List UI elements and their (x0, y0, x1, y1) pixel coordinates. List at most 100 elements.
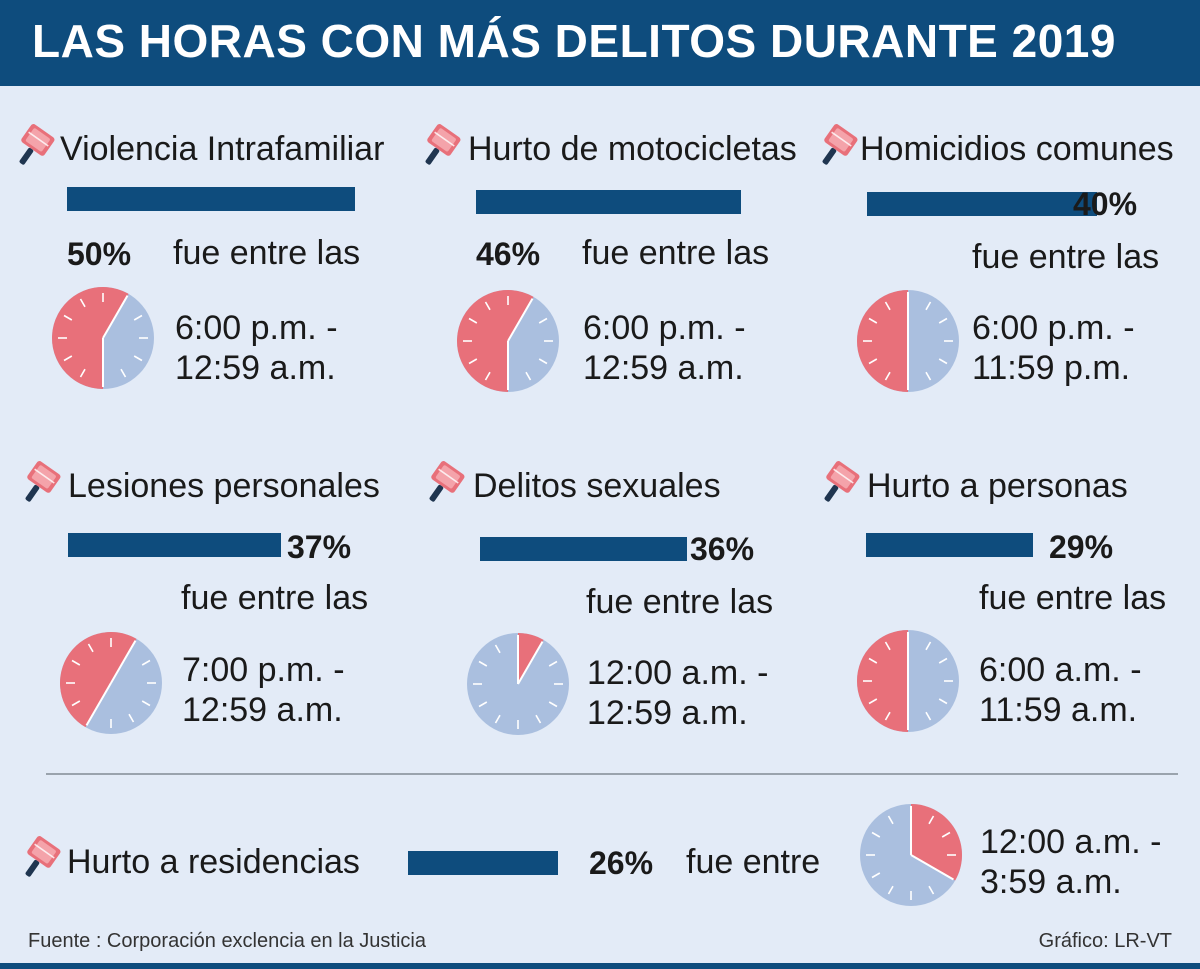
clock-tick (884, 371, 891, 381)
clock-tick (938, 358, 948, 365)
time-start: 6:00 p.m. - (972, 309, 1135, 347)
time-range-sector (52, 287, 129, 389)
clock-tick (868, 317, 878, 324)
between-label: fue entre las (582, 234, 770, 272)
time-start: 12:00 a.m. - (980, 823, 1162, 861)
clock-tick (79, 368, 86, 378)
credit-note: Gráfico: LR-VT (1038, 930, 1172, 952)
percentage-label: 36% (690, 531, 755, 567)
clock-icon (860, 804, 962, 906)
crime-panel-motocicletas: Hurto de motocicletas 46% fue entre las … (400, 110, 797, 440)
clock-tick (87, 643, 94, 653)
clock-tick (925, 301, 932, 311)
time-start: 6:00 a.m. - (979, 651, 1142, 689)
clock-tick (887, 885, 894, 895)
time-end: 11:59 a.m. (979, 691, 1138, 729)
clock-hand-end (507, 298, 534, 342)
clock-tick (133, 355, 143, 362)
crime-label: Hurto a residencias (67, 843, 360, 881)
clock-tick (79, 298, 86, 308)
pin-icon (425, 124, 461, 165)
time-end: 3:59 a.m. (980, 863, 1122, 901)
pin-icon (429, 461, 465, 502)
clock-tick (548, 660, 558, 667)
clock-tick (887, 815, 894, 825)
pin-icon (824, 461, 860, 502)
clock-tick (535, 714, 542, 724)
clock-tick (63, 314, 73, 321)
between-label: fue entre (686, 843, 821, 881)
percentage-label: 37% (287, 529, 352, 565)
pin-icon (822, 124, 858, 165)
clock-tick (925, 711, 932, 721)
clock-icon (857, 630, 959, 732)
clock-hand-end (110, 640, 137, 684)
between-label: fue entre las (586, 583, 774, 621)
clock-tick (133, 314, 143, 321)
clock-tick (938, 698, 948, 705)
percentage-bar (408, 851, 558, 875)
between-label: fue entre las (972, 238, 1160, 276)
crime-label: Lesiones personales (68, 467, 380, 505)
clock-tick (868, 657, 878, 664)
clock-tick (484, 301, 491, 311)
percentage-bar (68, 533, 281, 557)
clock-tick (938, 657, 948, 664)
time-start: 6:00 p.m. - (175, 309, 338, 347)
crime-label: Violencia Intrafamiliar (60, 130, 385, 168)
clock-tick (925, 371, 932, 381)
percentage-bar (476, 190, 741, 214)
percentage-bar (867, 192, 1097, 216)
time-end: 11:59 p.m. (972, 349, 1131, 387)
clock-tick (468, 317, 478, 324)
time-start: 7:00 p.m. - (182, 651, 345, 689)
clock-tick (938, 317, 948, 324)
crime-panel-violencia: Violencia Intrafamiliar 50% fue entre la… (0, 110, 395, 440)
time-end: 12:59 a.m. (175, 349, 336, 387)
clock-tick (494, 644, 501, 654)
crime-label: Hurto a personas (867, 467, 1128, 505)
source-note: Fuente : Corporación exclencia en la Jus… (28, 930, 426, 952)
crime-label: Delitos sexuales (473, 467, 721, 505)
time-range-sector (857, 630, 908, 732)
clock-tick (63, 355, 73, 362)
header-banner: LAS HORAS CON MÁS DELITOS DURANTE 2019 (0, 0, 1200, 86)
clock-icon (60, 632, 162, 734)
clock-tick (494, 714, 501, 724)
time-range-sector (60, 632, 137, 728)
clock-tick (884, 641, 891, 651)
clock-tick (141, 700, 151, 707)
clock-tick (71, 700, 81, 707)
page-title: LAS HORAS CON MÁS DELITOS DURANTE 2019 (32, 15, 1116, 67)
clock-tick (928, 885, 935, 895)
time-end: 12:59 a.m. (587, 694, 748, 732)
percentage-label: 50% (67, 236, 132, 272)
clock-tick (941, 831, 951, 838)
pin-icon (19, 124, 55, 165)
clock-tick (538, 317, 548, 324)
percentage-bar (480, 537, 687, 561)
clock-hand-end (102, 295, 129, 339)
time-range-sector (857, 290, 908, 392)
pin-icon (25, 836, 61, 877)
clock-tick (928, 815, 935, 825)
percentage-label: 40% (1073, 186, 1138, 222)
clock-tick (884, 711, 891, 721)
percentage-bar (67, 187, 355, 211)
pin-icon (25, 461, 61, 502)
clock-hand-end (910, 854, 954, 881)
time-end: 12:59 a.m. (583, 349, 744, 387)
clock-tick (868, 358, 878, 365)
crime-panel-sexuales: Delitos sexuales 36% fue entre las 12:00… (400, 445, 795, 775)
clock-tick (120, 368, 127, 378)
clock-hand-end (517, 641, 544, 685)
clock-icon (457, 290, 559, 392)
crime-panel-lesiones: Lesiones personales 37% fue entre las 7:… (0, 445, 395, 775)
percentage-bar (866, 533, 1033, 557)
between-label: fue entre las (181, 579, 369, 617)
clock-tick (538, 358, 548, 365)
clock-tick (141, 659, 151, 666)
percentage-label: 29% (1049, 529, 1114, 565)
between-label: fue entre las (173, 234, 361, 272)
clock-tick (871, 872, 881, 879)
